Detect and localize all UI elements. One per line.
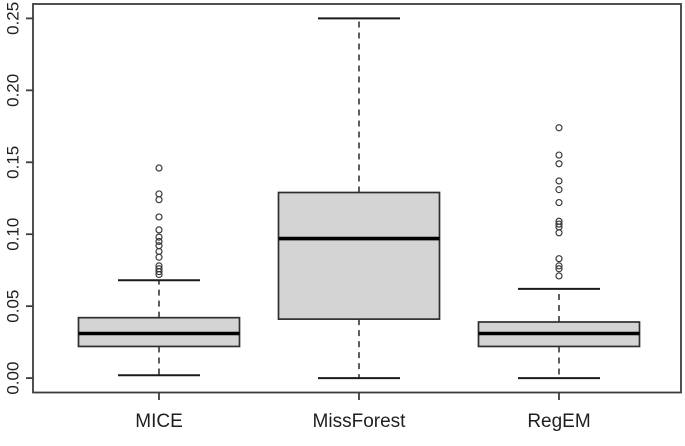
y-tick-label: 0.00 bbox=[3, 362, 22, 395]
outlier-point-mice bbox=[155, 226, 163, 234]
outlier-point-mice bbox=[155, 233, 163, 241]
outlier-point-regem bbox=[555, 229, 563, 237]
outlier-point-regem bbox=[555, 217, 563, 225]
iqr-box-missforest bbox=[277, 191, 441, 320]
outlier-point-mice bbox=[155, 190, 163, 198]
outlier-point-mice bbox=[155, 237, 163, 246]
outlier-point-regem bbox=[555, 198, 563, 207]
x-category-label-regem: RegEM bbox=[527, 411, 590, 432]
outlier-point-regem bbox=[555, 262, 563, 270]
outlier-point-mice bbox=[155, 242, 163, 250]
outlier-point-regem bbox=[555, 186, 563, 194]
outlier-point-mice bbox=[155, 253, 163, 261]
x-category-label-missforest: MissForest bbox=[313, 411, 407, 432]
outlier-point-regem bbox=[555, 177, 563, 185]
y-tick-label: 0.10 bbox=[3, 218, 22, 251]
x-category-label-mice: MICE bbox=[135, 411, 183, 432]
y-tick-label: 0.20 bbox=[3, 74, 22, 107]
outlier-point-mice bbox=[155, 196, 163, 204]
outlier-point-regem bbox=[555, 255, 563, 263]
y-tick-label: 0.05 bbox=[3, 290, 22, 323]
outlier-point-regem bbox=[555, 151, 563, 159]
y-tick-label: 0.15 bbox=[3, 146, 22, 179]
plot-border bbox=[32, 3, 682, 394]
outlier-point-regem bbox=[555, 160, 563, 168]
outlier-point-regem bbox=[555, 220, 563, 228]
outlier-point-mice bbox=[155, 262, 163, 270]
outlier-point-regem bbox=[555, 124, 563, 132]
outlier-point-mice bbox=[155, 164, 163, 172]
outlier-point-regem bbox=[555, 265, 563, 273]
outlier-point-mice bbox=[155, 247, 163, 256]
y-tick-label: 0.25 bbox=[3, 2, 22, 35]
outlier-point-mice bbox=[155, 213, 163, 221]
outlier-point-mice bbox=[155, 265, 163, 273]
outlier-point-regem bbox=[555, 272, 563, 280]
